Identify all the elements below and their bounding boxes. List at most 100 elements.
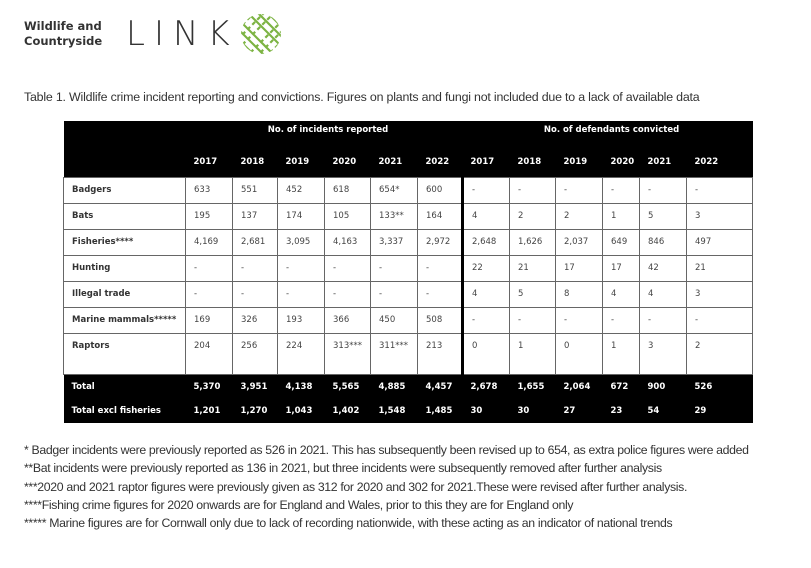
table-cell: 313*** <box>324 333 371 375</box>
total-cell: 1,043 <box>277 399 325 423</box>
table-cell: - <box>602 307 640 334</box>
table-cell: 366 <box>324 307 371 334</box>
table-cell: 4 <box>602 281 640 308</box>
table-cell: - <box>370 255 418 282</box>
footnote: ****Fishing crime figures for 2020 onwar… <box>24 497 574 512</box>
total-cell: 4,138 <box>277 374 325 399</box>
total-cell: 54 <box>639 399 687 423</box>
table-cell: - <box>277 281 325 308</box>
table-caption: Table 1. Wildlife crime incident reporti… <box>24 90 700 104</box>
table-cell: 42 <box>639 255 687 282</box>
table-cell: 618 <box>324 177 371 204</box>
total-cell: 4,457 <box>417 374 463 399</box>
total-cell: 526 <box>686 374 753 399</box>
table-cell: 213 <box>417 333 463 375</box>
footnote: **Bat incidents were previously reported… <box>24 461 662 476</box>
table-cell: - <box>461 177 510 204</box>
year-header: 2019 <box>277 147 325 178</box>
table-cell: 3,095 <box>277 229 325 256</box>
table-row: Illegal trade - - - - - -4 5 8 4 4 3 <box>63 281 754 308</box>
table-cell: 2 <box>509 203 556 230</box>
table-cell: 551 <box>232 177 278 204</box>
table-cell: - <box>555 177 603 204</box>
footnote: ***2020 and 2021 raptor figures were pre… <box>24 479 688 494</box>
table-cell: 1 <box>602 203 640 230</box>
table-cell: - <box>639 177 687 204</box>
table-cell: - <box>509 177 556 204</box>
table-cell: 846 <box>639 229 687 256</box>
year-header: 2017 <box>185 147 233 178</box>
total-cell: 23 <box>602 399 640 423</box>
table-row: Bats 195 137 174 105 133** 164 4 2 2 1 5 3 <box>63 203 754 230</box>
year-header: 2017 <box>462 147 510 178</box>
table-cell: 508 <box>417 307 463 334</box>
logo-org-name: Wildlife and Countryside <box>24 19 114 49</box>
logo-lattice-icon <box>240 14 281 54</box>
total-cell: 30 <box>462 399 510 423</box>
year-header: 2021 <box>370 147 418 178</box>
table-row: Hunting - - - - - -22 21 17 17 42 21 <box>63 255 754 282</box>
table-cell: 2,648 <box>461 229 510 256</box>
total-cell: 2,678 <box>462 374 510 399</box>
table-cell: - <box>324 281 371 308</box>
year-header: 2018 <box>509 147 556 178</box>
table-row: Fisheries**** 4,169 2,681 3,095 4,163 3,337 2,… <box>63 229 754 256</box>
total-cell: 1,485 <box>417 399 463 423</box>
table-cell: - <box>461 307 510 334</box>
table-cell: - <box>232 255 278 282</box>
total-cell: 900 <box>639 374 687 399</box>
table-row: Marine mammals***** 169 326 193 366 450 508- - -… <box>63 307 754 334</box>
table-cell: 193 <box>277 307 325 334</box>
table-cell: 169 <box>185 307 233 334</box>
table-cell: 17 <box>602 255 640 282</box>
row-label: Fisheries**** <box>63 229 186 256</box>
header-blank <box>63 147 186 178</box>
total-cell: 27 <box>555 399 603 423</box>
table-cell: 195 <box>185 203 233 230</box>
logo-wordmark: LINK <box>126 14 239 54</box>
organisation-logo: Wildlife and Countryside LINK <box>24 14 283 54</box>
table-cell: - <box>324 255 371 282</box>
table-cell: - <box>370 281 418 308</box>
table-cell: 450 <box>370 307 418 334</box>
year-header: 2021 <box>639 147 687 178</box>
footnote: * Badger incidents were previously repor… <box>24 443 749 457</box>
table-cell: 4 <box>461 203 510 230</box>
total-cell: 1,402 <box>324 399 371 423</box>
table-cell: 2 <box>685 333 754 375</box>
table-cell: 4 <box>461 281 510 308</box>
total-cell: 1,201 <box>185 399 233 423</box>
total-cell: 1,548 <box>370 399 418 423</box>
table-cell: 311*** <box>370 333 418 375</box>
total-cell: 29 <box>686 399 753 423</box>
table-cell: 654* <box>370 177 418 204</box>
table-cell: 4,169 <box>185 229 233 256</box>
table-cell: 137 <box>232 203 278 230</box>
table-cell: 3 <box>639 333 687 375</box>
table-cell: 224 <box>277 333 325 375</box>
table-cell: 326 <box>232 307 278 334</box>
logo-org-line2: Countryside <box>24 34 103 48</box>
table-cell: 1,626 <box>509 229 556 256</box>
row-label: Marine mammals***** <box>63 307 186 334</box>
table-cell: 256 <box>232 333 278 375</box>
group-header-row: No. of incidents reported No. of defendan… <box>63 121 753 147</box>
table-cell: - <box>417 255 463 282</box>
wildlife-crime-table: No. of incidents reported No. of defendan… <box>63 121 754 423</box>
table-cell: 174 <box>277 203 325 230</box>
total-cell: 3,951 <box>232 374 278 399</box>
table-row: Raptors 204 256 224 313*** 311*** 213 0 1 0 1 3 2 <box>63 333 754 375</box>
row-label: Raptors <box>63 333 186 375</box>
table-cell: - <box>639 307 687 334</box>
table-cell: 0 <box>461 333 510 375</box>
total-row: Total excl fisheries 1,201 1,270 1,043 1,402… <box>63 399 753 423</box>
logo-org-line1: Wildlife and <box>24 19 102 33</box>
year-header: 2019 <box>555 147 603 178</box>
table-cell: 21 <box>685 255 754 282</box>
table-cell: 2,037 <box>555 229 603 256</box>
total-cell: 1,270 <box>232 399 278 423</box>
table-cell: 633 <box>185 177 233 204</box>
table-cell: - <box>555 307 603 334</box>
total-cell: 5,565 <box>324 374 371 399</box>
table-cell: 8 <box>555 281 603 308</box>
